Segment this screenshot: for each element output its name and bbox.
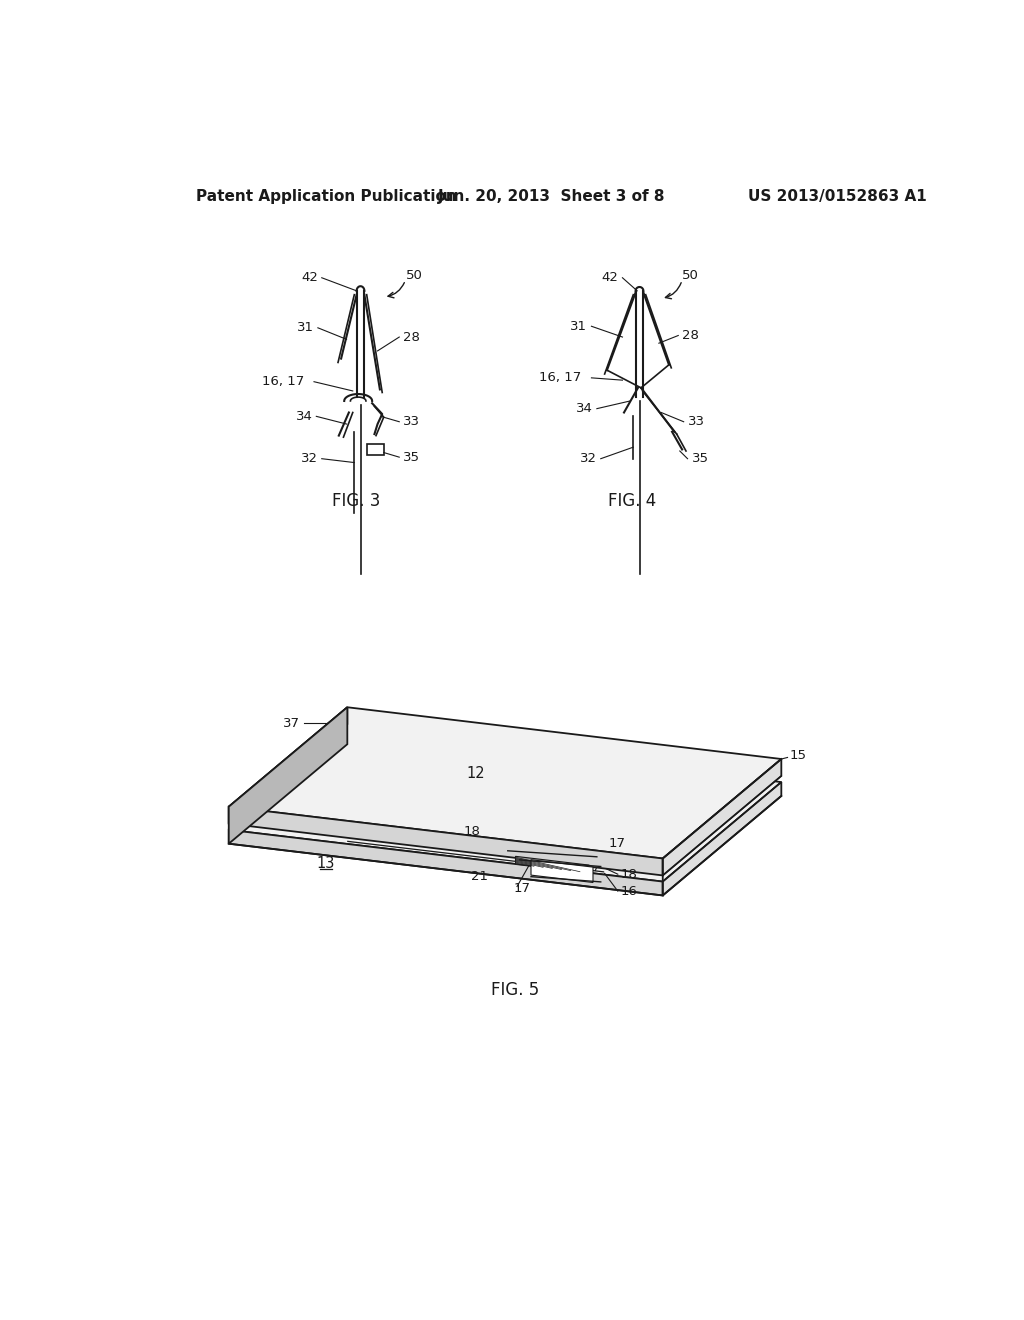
Polygon shape: [228, 708, 781, 858]
Polygon shape: [228, 708, 347, 824]
Text: 34: 34: [296, 409, 312, 422]
Text: 15: 15: [790, 748, 806, 762]
Text: 21: 21: [471, 870, 488, 883]
Polygon shape: [663, 759, 781, 875]
Text: 33: 33: [687, 416, 705, 428]
Text: 28: 28: [682, 329, 699, 342]
Text: FIG. 3: FIG. 3: [333, 492, 381, 510]
Text: 50: 50: [682, 269, 699, 282]
Text: US 2013/0152863 A1: US 2013/0152863 A1: [748, 189, 927, 205]
Text: 17: 17: [514, 882, 531, 895]
Bar: [367, 444, 384, 455]
Text: 13: 13: [316, 857, 335, 871]
Polygon shape: [228, 708, 347, 843]
Text: 16, 17: 16, 17: [262, 375, 305, 388]
Text: 35: 35: [692, 453, 710, 465]
Text: 42: 42: [601, 271, 617, 284]
Polygon shape: [228, 807, 663, 875]
Text: 35: 35: [403, 450, 420, 463]
Polygon shape: [228, 830, 663, 895]
Text: 18: 18: [464, 825, 480, 838]
Polygon shape: [515, 857, 589, 873]
Text: Jun. 20, 2013  Sheet 3 of 8: Jun. 20, 2013 Sheet 3 of 8: [438, 189, 666, 205]
Text: 33: 33: [403, 416, 420, 428]
Text: 28: 28: [403, 330, 420, 343]
Text: Patent Application Publication: Patent Application Publication: [197, 189, 457, 205]
Text: 31: 31: [297, 321, 314, 334]
Text: 37: 37: [284, 717, 300, 730]
Text: 32: 32: [580, 453, 597, 465]
Text: 31: 31: [569, 319, 587, 333]
Text: 34: 34: [577, 403, 593, 416]
Text: 17: 17: [608, 837, 626, 850]
Text: 50: 50: [406, 269, 422, 282]
Polygon shape: [228, 730, 781, 882]
Text: FIG. 4: FIG. 4: [607, 492, 656, 510]
Text: 42: 42: [301, 271, 317, 284]
Text: 12: 12: [467, 766, 485, 781]
Text: 16: 16: [621, 884, 637, 898]
Text: 16, 17: 16, 17: [539, 371, 582, 384]
Text: 32: 32: [301, 453, 317, 465]
Text: 36: 36: [260, 781, 276, 795]
Text: FIG. 5: FIG. 5: [492, 981, 540, 999]
Text: 18: 18: [621, 867, 637, 880]
Polygon shape: [663, 781, 781, 895]
Polygon shape: [531, 859, 593, 883]
